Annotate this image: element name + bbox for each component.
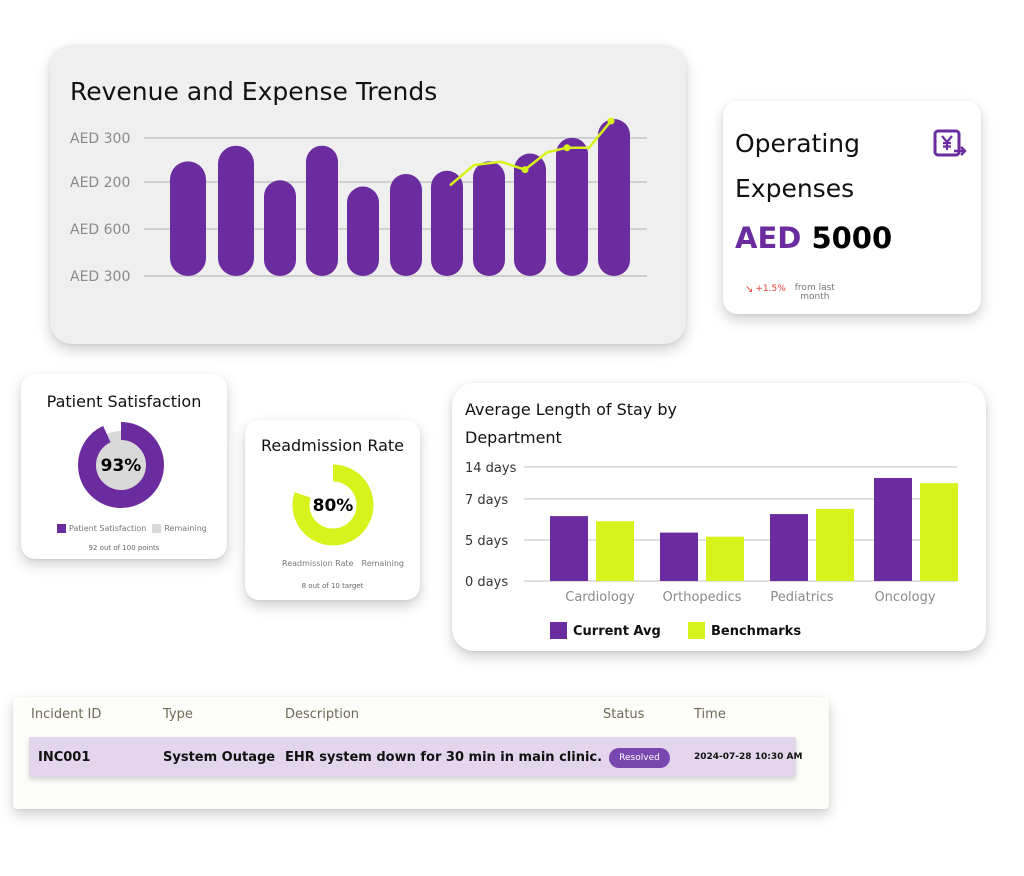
revenue-trends-title: Revenue and Expense Trends [70,77,438,106]
revenue-bar [556,137,588,276]
trend-down-icon: ↘ [745,284,754,295]
operating-expenses-title: Operating Expenses [735,129,860,203]
column-header-description: Description [285,707,360,722]
donut-value: 93% [101,456,142,476]
los-bar [770,514,808,581]
trend-line [449,120,612,187]
donut-center [301,473,365,537]
satisfaction-legend: Patient Satisfaction Remaining [57,524,207,533]
status-badge: Resolved [609,748,670,768]
trend-point [521,166,529,174]
y-tick-label: AED 300 [70,131,130,147]
los-bar [706,536,744,581]
column-header-time: Time [694,707,726,722]
los-bar [596,521,634,581]
y-tick-label: 14 days [465,461,517,476]
length-of-stay-title: Average Length of Stay by Department [465,400,677,447]
revenue-trends-card: Revenue and Expense Trends AED 300 AED 20… [50,45,686,344]
y-tick-label: AED 200 [70,175,130,191]
legend-label-rest: Remaining [164,524,207,533]
incident-time-cell: 2024-07-28 10:30 AM [694,752,803,762]
los-bar [550,516,588,581]
column-header-status: Status [603,707,645,722]
donut-ring-fill [292,464,374,546]
donut-center [87,431,155,499]
los-bar [874,478,912,581]
incident-table: Incident ID Type Description Status Time… [13,697,829,809]
operating-expenses-card: Operating Expenses AED 5000 ↘ +1.5% from… [723,101,981,314]
incident-id-cell: INC001 [38,750,91,765]
revenue-bar [598,119,630,276]
trend-point [563,144,571,152]
revenue-trends-chart: AED 300 AED 200 AED 600 AED 300 [70,117,647,285]
y-tick-label: 5 days [465,534,508,549]
length-of-stay-chart: 14 days 7 days 5 days 0 days Cardiology Orth… [465,461,958,639]
donut-ring-fill [78,422,164,508]
readmission-rate-card: Readmission Rate 80% Readmission Rate Re… [245,420,420,600]
revenue-bar [170,161,206,276]
los-bar [660,532,698,581]
x-tick-label: Pediatrics [770,590,833,605]
legend-label: Current Avg [573,624,661,639]
change-percent: +1.5% [755,284,786,294]
legend-swatch [550,622,567,639]
x-tick-label: Oncology [874,590,935,605]
incident-description-cell: EHR system down for 30 min in main clini… [285,750,603,765]
legend-swatch-fill [57,524,66,533]
revenue-bar [390,173,422,276]
column-header-incident-id: Incident ID [31,707,102,722]
change-indicator: ↘ +1.5% from last month [745,284,841,302]
readmission-rate-title: Readmission Rate [260,436,405,455]
x-tick-label: Cardiology [565,590,635,605]
legend-label-fill: Patient Satisfaction [69,524,147,533]
revenue-bar [218,145,254,276]
y-tick-label: AED 600 [70,222,130,238]
los-bar [816,508,854,581]
patient-satisfaction-title: Patient Satisfaction [46,392,202,411]
y-tick-label: 0 days [465,575,508,590]
donut-value: 80% [313,496,354,516]
trend-point [607,117,615,125]
legend-swatch [688,622,705,639]
revenue-bar [473,161,505,276]
revenue-bar [264,180,296,276]
legend-swatch-rest [152,524,162,533]
currency-label: AED [735,221,802,255]
legend-label: Benchmarks [711,624,801,639]
currency-transfer-icon [933,129,967,157]
y-tick-label: AED 300 [70,269,130,285]
readmission-note: 8 out of 10 target [301,582,364,590]
operating-expenses-value: AED 5000 [735,221,892,255]
revenue-bar [514,153,546,276]
legend-label-rest: Remaining [361,559,404,568]
amount-label: 5000 [811,221,893,255]
change-caption: from last month [794,283,835,302]
legend-label-fill: Readmission Rate [282,559,354,568]
los-bar [920,483,958,581]
y-tick-label: 7 days [465,493,508,508]
satisfaction-note: 92 out of 100 points [88,544,160,552]
length-of-stay-card: Average Length of Stay by Department 14 … [452,383,986,651]
x-tick-label: Orthopedics [663,590,742,605]
satisfaction-donut: 93% [78,422,164,508]
readmission-legend: Readmission Rate Remaining [282,559,404,568]
table-row[interactable]: INC001 System Outage EHR system down for… [29,737,802,777]
revenue-bar [306,145,338,276]
incident-type-cell: System Outage [163,750,276,765]
column-header-type: Type [163,707,193,722]
revenue-bar [431,170,463,276]
revenue-bar [347,186,379,276]
readmission-donut: 80% [292,464,374,546]
patient-satisfaction-card: Patient Satisfaction 93% Patient Satisfa… [21,374,227,559]
